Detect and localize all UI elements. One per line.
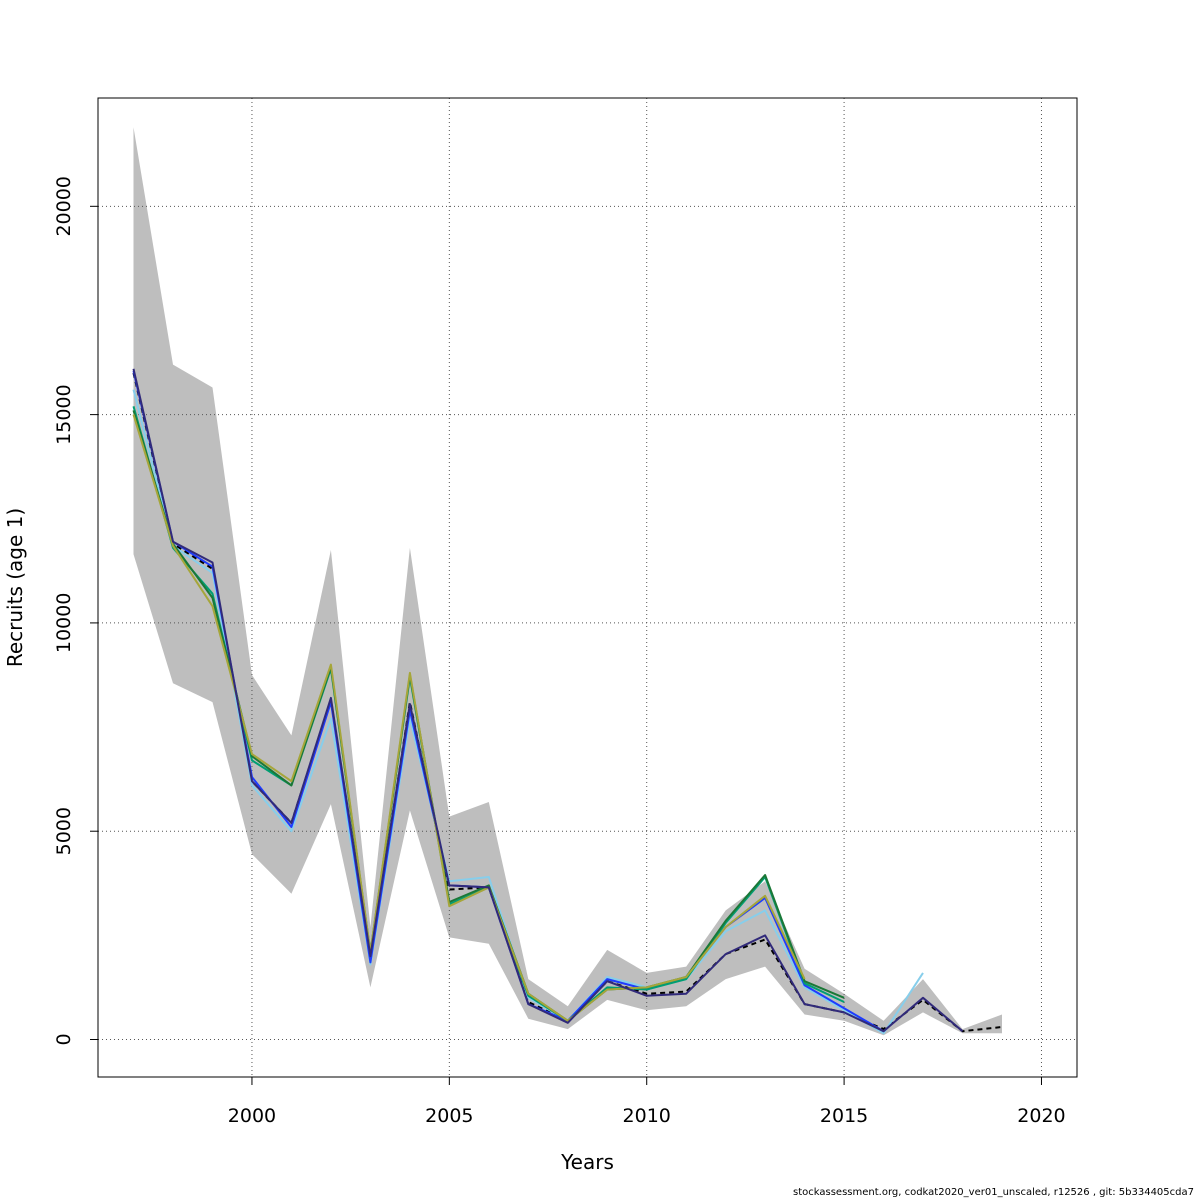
y-tick-label: 20000 (53, 176, 75, 236)
confidence-band-layer (133, 127, 1002, 1036)
x-axis-ticks: 2000 2005 2010 2015 2020 (228, 1077, 1066, 1127)
x-tick-label: 2010 (623, 1105, 671, 1127)
series-layer (132, 368, 1003, 1035)
plot-frame (97, 97, 1078, 1078)
x-axis-title: Years (560, 1150, 614, 1174)
y-tick-label: 0 (53, 1033, 75, 1045)
y-tick-label: 15000 (53, 384, 75, 444)
x-tick-label: 2015 (820, 1105, 868, 1127)
x-tick-label: 2020 (1017, 1105, 1065, 1127)
series-line-7 (132, 368, 964, 1033)
x-tick-label: 2005 (425, 1105, 473, 1127)
y-axis-title: Recruits (age 1) (3, 508, 27, 667)
confidence-band (133, 127, 1002, 1036)
y-tick-label: 5000 (53, 807, 75, 855)
series-line-2 (132, 389, 924, 1035)
x-tick-label: 2000 (228, 1105, 276, 1127)
y-tick-label: 10000 (53, 593, 75, 653)
y-axis-ticks: 0 5000 10000 15000 20000 (53, 176, 98, 1046)
series-line-5 (132, 410, 845, 1022)
series-line-6 (132, 414, 806, 1022)
footer-caption: stockassessment.org, codkat2020_ver01_un… (793, 1187, 1194, 1198)
grid-layer (98, 98, 1077, 1077)
